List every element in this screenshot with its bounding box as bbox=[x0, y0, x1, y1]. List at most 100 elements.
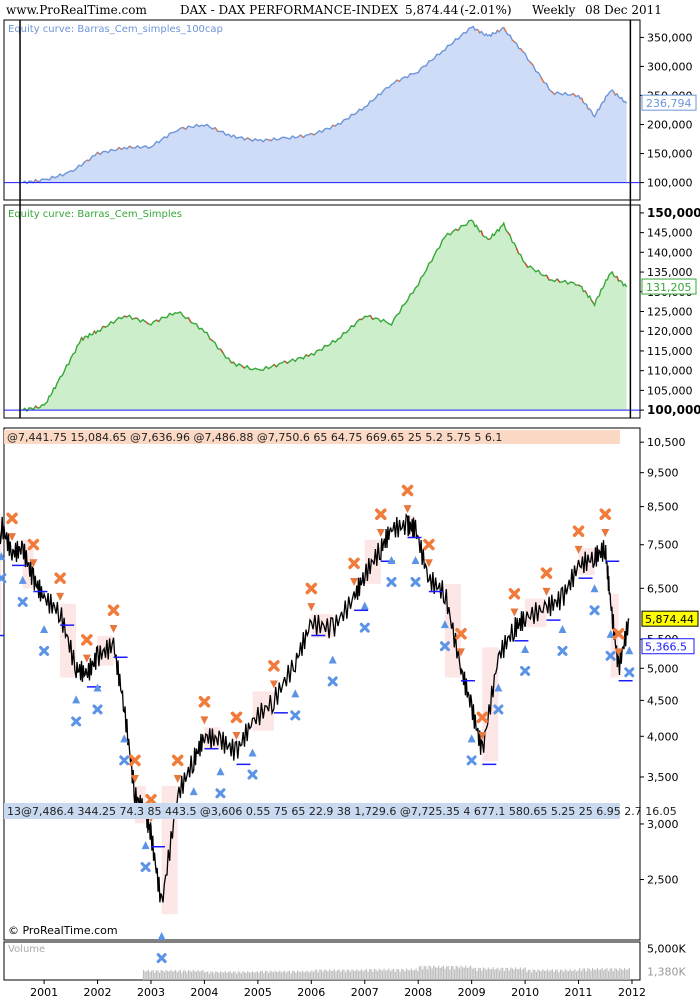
equity-drawdown-segment bbox=[97, 151, 101, 155]
volume-bar bbox=[619, 968, 621, 980]
up-arrow-marker bbox=[157, 932, 166, 941]
volume-bar bbox=[330, 970, 332, 980]
volume-bar bbox=[428, 965, 430, 980]
volume-bar bbox=[463, 967, 465, 980]
buy-x-marker bbox=[119, 755, 130, 766]
buy-x-marker bbox=[215, 788, 226, 799]
equity-drawdown-segment bbox=[507, 232, 511, 236]
sell-cross-marker bbox=[612, 627, 625, 640]
volume-bar bbox=[183, 970, 185, 980]
equity-area-2 bbox=[22, 220, 627, 411]
volume-bar bbox=[385, 970, 387, 980]
up-arrow-marker bbox=[141, 841, 150, 850]
equity-drawdown-segment bbox=[480, 230, 484, 236]
y-tick-label: 100,000 bbox=[647, 177, 693, 190]
volume-bar bbox=[441, 967, 443, 980]
volume-bar bbox=[203, 972, 206, 980]
up-arrow-marker bbox=[189, 787, 198, 796]
x-tick-label: 2011 bbox=[565, 986, 593, 999]
x-tick-label: 2003 bbox=[137, 986, 165, 999]
volume-bar bbox=[591, 968, 594, 980]
volume-bar bbox=[466, 968, 469, 980]
sell-cross-marker bbox=[508, 588, 521, 600]
equity-drawdown-segment bbox=[590, 299, 594, 303]
volume-bar bbox=[452, 966, 454, 980]
up-arrow-marker bbox=[590, 584, 599, 593]
equity-drawdown-segment bbox=[214, 127, 219, 132]
volume-bar bbox=[146, 971, 148, 980]
volume-bar bbox=[186, 972, 188, 980]
volume-bar bbox=[298, 971, 300, 980]
buy-x-marker bbox=[605, 650, 616, 661]
equity-title-1: Equity curve: Barras_Cem_simples_100cap bbox=[8, 24, 223, 35]
volume-bar bbox=[516, 969, 518, 980]
volume-bar bbox=[547, 969, 549, 980]
x-tick-label: 2008 bbox=[404, 986, 432, 999]
volume-bar bbox=[545, 970, 547, 980]
volume-bar bbox=[479, 968, 481, 980]
volume-bar bbox=[340, 972, 342, 980]
up-arrow-marker bbox=[494, 683, 503, 692]
last-value-label-1: 236,794 bbox=[646, 97, 692, 110]
volume-bar bbox=[409, 970, 411, 980]
volume-bar bbox=[614, 968, 616, 980]
up-arrow-marker bbox=[625, 646, 634, 655]
volume-bar bbox=[171, 971, 174, 980]
volume-bar bbox=[505, 967, 507, 980]
buy-x-marker bbox=[92, 704, 103, 715]
equity-drawdown-segment bbox=[572, 93, 577, 98]
volume-bar bbox=[325, 970, 327, 980]
volume-bar bbox=[490, 969, 493, 980]
volume-bar bbox=[609, 968, 611, 980]
volume-bar bbox=[373, 968, 376, 980]
equity-drawdown-segment bbox=[284, 360, 288, 364]
volume-bar bbox=[465, 965, 467, 980]
sell-cross-marker bbox=[107, 604, 120, 617]
y-tick-label: 135,000 bbox=[647, 266, 693, 279]
volume-bar bbox=[168, 971, 170, 980]
equity-drawdown-segment bbox=[511, 39, 515, 43]
volume-bar bbox=[569, 969, 571, 980]
equity-drawdown-segment bbox=[35, 405, 39, 409]
up-arrow-marker bbox=[558, 624, 567, 633]
volume-bar bbox=[420, 965, 422, 980]
y-tick-label: 9,500 bbox=[647, 467, 679, 480]
price-badge bbox=[641, 610, 699, 627]
volume-bar bbox=[498, 970, 501, 980]
up-arrow-marker bbox=[387, 555, 396, 564]
down-arrow-marker bbox=[307, 603, 316, 612]
buy-x-marker bbox=[466, 755, 477, 766]
sell-cross-marker bbox=[230, 711, 243, 724]
sell-cross-marker bbox=[476, 711, 489, 724]
volume-bar bbox=[612, 971, 614, 980]
sell-cross-marker bbox=[81, 634, 93, 646]
volume-bar bbox=[173, 971, 175, 980]
volume-bar bbox=[377, 971, 379, 980]
volume-bar bbox=[503, 971, 505, 980]
down-arrow-marker bbox=[56, 592, 65, 601]
down-arrow-marker bbox=[173, 775, 182, 784]
volume-bar bbox=[450, 966, 453, 980]
down-arrow-marker bbox=[82, 654, 91, 663]
sell-cross-marker bbox=[540, 567, 553, 579]
volume-last-label: 1,380K bbox=[647, 965, 686, 978]
equity-drawdown-segment bbox=[182, 126, 187, 130]
volume-bar bbox=[548, 971, 550, 980]
y-tick-label: 7,500 bbox=[647, 539, 679, 552]
sell-cross-marker bbox=[423, 538, 435, 551]
volume-bar bbox=[378, 968, 380, 980]
volume-bar bbox=[256, 971, 258, 980]
volume-bar bbox=[527, 969, 529, 980]
volume-bar bbox=[431, 968, 433, 980]
volume-bar bbox=[163, 972, 166, 980]
volume-bar bbox=[364, 970, 366, 980]
volume-bar bbox=[348, 969, 350, 980]
volume-bar bbox=[349, 971, 351, 980]
volume-bar bbox=[367, 971, 369, 980]
equity-drawdown-segment bbox=[369, 315, 374, 320]
volume-bar bbox=[407, 969, 409, 980]
sell-cross-marker bbox=[145, 794, 157, 806]
volume-bar bbox=[567, 971, 570, 980]
volume-bar bbox=[354, 971, 356, 980]
sell-cross-marker bbox=[455, 627, 467, 640]
